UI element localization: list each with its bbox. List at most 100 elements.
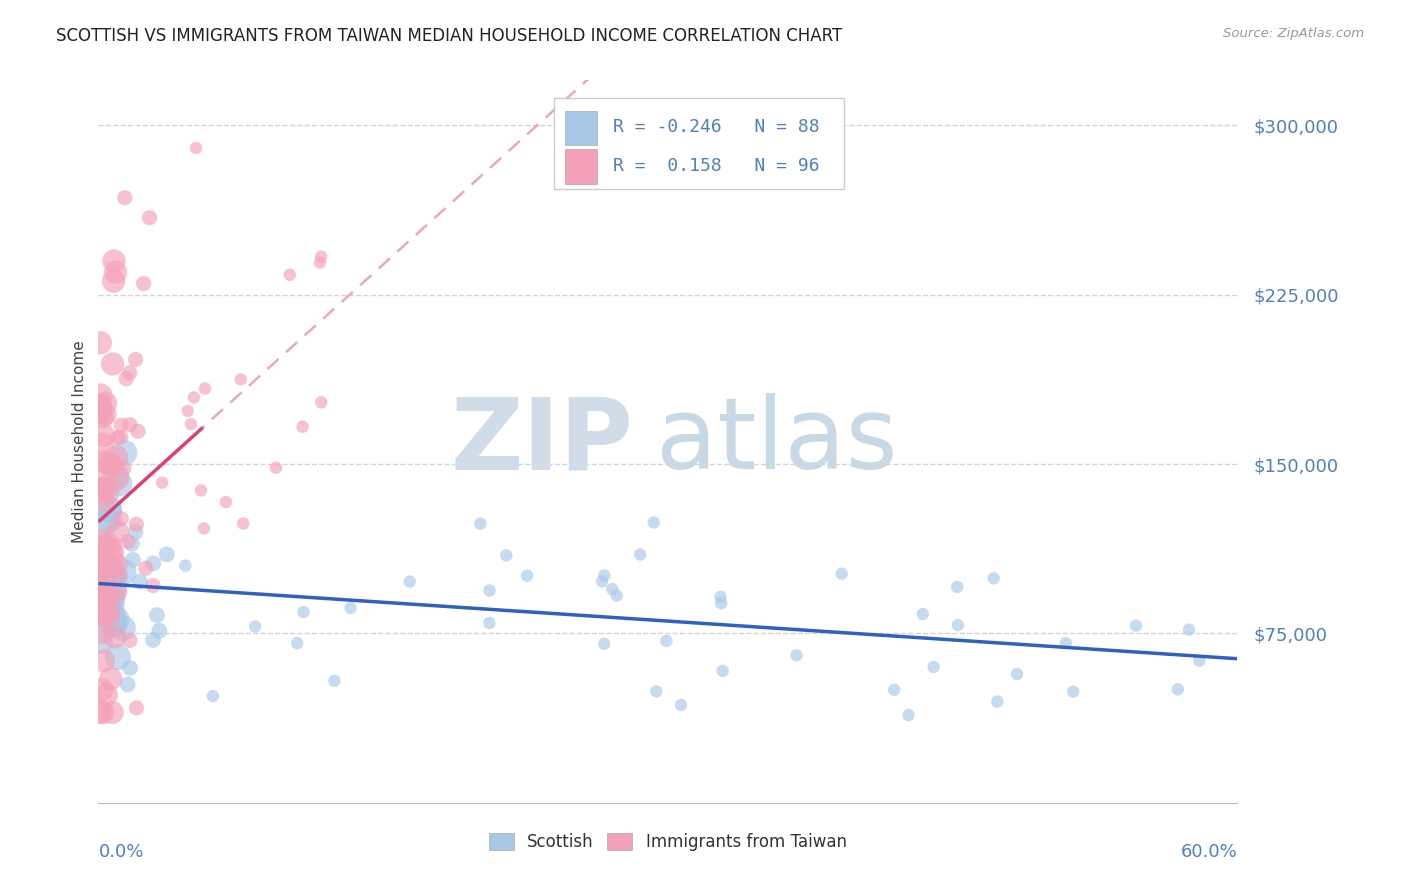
Point [94,396,117,410]
Point [107,650,129,665]
Point [786,648,808,663]
Point [124,352,146,367]
Point [101,616,124,631]
Point [831,566,853,581]
Point [101,592,124,607]
Point [669,698,692,712]
Point [495,549,517,563]
Point [174,558,197,573]
Point [91,437,114,451]
Point [711,664,734,678]
Point [91,409,114,424]
Point [100,543,122,558]
Point [117,534,139,549]
Point [93,589,115,603]
Point [104,569,127,583]
Point [97,591,120,606]
Point [1125,618,1147,632]
Point [97,604,120,618]
FancyBboxPatch shape [565,111,598,145]
Point [89,608,111,623]
Point [112,446,135,460]
Point [93,517,115,532]
Point [90,533,112,548]
Point [103,253,125,268]
Point [118,633,141,648]
Point [93,455,115,469]
Text: ZIP: ZIP [451,393,634,490]
Point [478,615,501,630]
Point [132,277,155,291]
Point [101,706,124,720]
Point [91,706,114,720]
Point [91,550,114,565]
Point [97,608,120,623]
Point [1005,667,1028,681]
Point [93,483,115,497]
Point [117,677,139,691]
Point [104,585,127,599]
Point [104,265,127,279]
Point [643,516,665,530]
Point [93,428,115,442]
Point [105,468,128,483]
Point [983,571,1005,585]
Point [89,540,111,554]
Point [309,255,332,269]
Point [110,418,132,433]
Point [96,561,118,575]
Point [602,582,624,596]
Point [1054,636,1077,650]
Point [108,476,131,491]
Point [91,625,114,640]
Point [146,608,169,623]
Point [104,630,127,644]
Point [90,569,112,583]
Point [89,591,111,605]
Point [1188,654,1211,668]
Point [194,382,217,396]
Point [138,211,160,225]
Point [97,456,120,470]
Point [115,372,138,386]
Point [177,404,200,418]
Point [110,512,132,526]
Point [91,482,114,496]
Legend: Scottish, Immigrants from Taiwan: Scottish, Immigrants from Taiwan [484,828,852,856]
Point [946,580,969,594]
Point [516,568,538,582]
Point [103,618,125,632]
Point [103,568,125,582]
Point [1178,623,1201,637]
Point [243,619,266,633]
Point [89,335,111,350]
Point [91,492,114,507]
Point [93,654,115,668]
Point [142,557,165,571]
Point [883,682,905,697]
Point [148,624,170,638]
Point [112,565,135,579]
Point [89,706,111,720]
Point [111,621,134,635]
Point [291,419,314,434]
Point [122,553,145,567]
Point [94,577,117,591]
Point [91,564,114,578]
Point [89,562,111,576]
Point [89,597,111,611]
Point [101,607,124,622]
Text: R =  0.158   N = 96: R = 0.158 N = 96 [613,156,820,175]
Point [98,512,121,526]
Point [142,578,165,592]
Point [593,637,616,651]
Point [127,425,149,439]
Point [986,694,1008,708]
Point [90,388,112,402]
Point [103,581,125,595]
Point [193,521,215,535]
Point [135,561,157,575]
Point [89,555,111,569]
Point [89,582,111,597]
Point [232,516,254,531]
